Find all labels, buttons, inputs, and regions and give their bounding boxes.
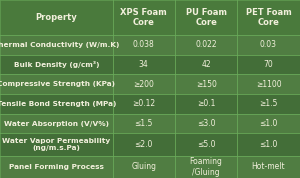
Text: Tensile Bond Strength (MPa): Tensile Bond Strength (MPa) <box>0 101 116 107</box>
Bar <box>112 156 175 178</box>
Text: ≥0.1: ≥0.1 <box>197 99 215 108</box>
Bar <box>112 55 175 74</box>
Text: ≤1.5: ≤1.5 <box>134 119 153 128</box>
Text: PU Foam
Core: PU Foam Core <box>186 8 226 27</box>
Text: Bulk Density (g/cm³): Bulk Density (g/cm³) <box>14 61 99 68</box>
Bar <box>237 94 300 114</box>
Bar <box>175 55 237 74</box>
Text: ≤1.0: ≤1.0 <box>259 140 278 149</box>
Text: Gluing: Gluing <box>131 162 156 171</box>
Bar <box>175 35 237 55</box>
Text: 70: 70 <box>264 60 273 69</box>
Text: 0.03: 0.03 <box>260 40 277 49</box>
Text: 0.022: 0.022 <box>195 40 217 49</box>
Bar <box>0 74 112 94</box>
Text: Foaming
/Gluing: Foaming /Gluing <box>190 157 223 177</box>
Bar <box>0 55 112 74</box>
Text: ≤3.0: ≤3.0 <box>197 119 215 128</box>
Bar <box>237 133 300 156</box>
Bar <box>237 0 300 35</box>
Bar <box>237 74 300 94</box>
Text: Thermal Conductivity (W/m.K): Thermal Conductivity (W/m.K) <box>0 42 119 48</box>
Text: Water Vapor Permeability
(ng/m.s.Pa): Water Vapor Permeability (ng/m.s.Pa) <box>2 138 110 151</box>
Bar <box>175 114 237 133</box>
Bar <box>175 0 237 35</box>
Bar <box>112 0 175 35</box>
Bar <box>112 74 175 94</box>
Bar <box>175 74 237 94</box>
Text: 0.038: 0.038 <box>133 40 154 49</box>
Text: PET Foam
Core: PET Foam Core <box>246 8 291 27</box>
Bar <box>112 114 175 133</box>
Bar <box>0 156 112 178</box>
Text: ≥0.12: ≥0.12 <box>132 99 155 108</box>
Text: Panel Forming Process: Panel Forming Process <box>9 164 104 170</box>
Bar <box>0 0 112 35</box>
Bar <box>237 55 300 74</box>
Text: ≥200: ≥200 <box>133 80 154 89</box>
Text: Hot-melt: Hot-melt <box>252 162 285 171</box>
Text: 42: 42 <box>201 60 211 69</box>
Text: ≥1100: ≥1100 <box>256 80 281 89</box>
Bar <box>175 133 237 156</box>
Bar <box>112 133 175 156</box>
Bar <box>237 35 300 55</box>
Text: ≤1.0: ≤1.0 <box>259 119 278 128</box>
Bar <box>0 114 112 133</box>
Text: ≥1.5: ≥1.5 <box>259 99 278 108</box>
Text: ≤5.0: ≤5.0 <box>197 140 215 149</box>
Bar <box>112 35 175 55</box>
Bar <box>237 156 300 178</box>
Bar <box>0 35 112 55</box>
Bar <box>175 94 237 114</box>
Text: Property: Property <box>35 13 77 22</box>
Bar <box>112 94 175 114</box>
Text: ≥150: ≥150 <box>196 80 217 89</box>
Text: XPS Foam
Core: XPS Foam Core <box>120 8 167 27</box>
Bar <box>175 156 237 178</box>
Bar <box>237 114 300 133</box>
Bar <box>0 94 112 114</box>
Bar <box>0 133 112 156</box>
Text: Compressive Strength (KPa): Compressive Strength (KPa) <box>0 81 115 87</box>
Text: Water Absorption (V/V%): Water Absorption (V/V%) <box>4 121 109 127</box>
Text: ≤2.0: ≤2.0 <box>134 140 153 149</box>
Text: 34: 34 <box>139 60 148 69</box>
